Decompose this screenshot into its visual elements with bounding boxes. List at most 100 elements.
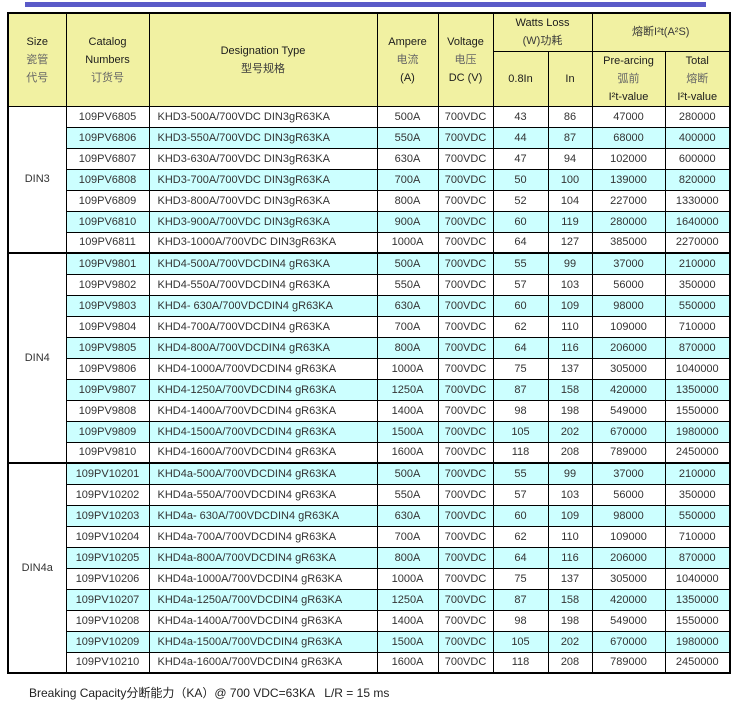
cell-total_i2t: 550000	[664, 504, 731, 527]
cell-voltage: 700VDC	[437, 231, 494, 254]
table-row: 109PV6809 KHD3-800A/700VDC DIN3gR63KA 800A…	[8, 189, 731, 212]
cell-prearcing_i2t: 109000	[591, 525, 666, 548]
cell-designation: KHD3-500A/700VDC DIN3gR63KA	[148, 105, 378, 128]
cell-catalog: 109PV9810	[65, 441, 150, 464]
cell-watts_0_8in: 47	[492, 147, 549, 170]
cell-voltage: 700VDC	[437, 609, 494, 632]
cell-total_i2t: 1980000	[664, 630, 731, 653]
cell-prearcing_i2t: 549000	[591, 399, 666, 422]
cell-ampere: 1250A	[376, 588, 439, 611]
cell-catalog: 109PV10209	[65, 630, 150, 653]
cell-ampere: 1500A	[376, 420, 439, 443]
cell-prearcing_i2t: 109000	[591, 315, 666, 338]
table-row: 109PV10205 KHD4a-800A/700VDCDIN4 gR63KA 80…	[8, 546, 731, 569]
table-row: 109PV10209 KHD4a-1500A/700VDCDIN4 gR63KA 1…	[8, 630, 731, 653]
cell-voltage: 700VDC	[437, 147, 494, 170]
table-row: 109PV10203 KHD4a- 630A/700VDCDIN4 gR63KA 6…	[8, 504, 731, 527]
cell-designation: KHD4-800A/700VDCDIN4 gR63KA	[148, 336, 378, 359]
cell-voltage: 700VDC	[437, 336, 494, 359]
cell-designation: KHD4a-1250A/700VDCDIN4 gR63KA	[148, 588, 378, 611]
size-group-cell: DIN4a	[7, 462, 67, 674]
cell-catalog: 109PV6806	[65, 126, 150, 149]
cell-designation: KHD4a-1400A/700VDCDIN4 gR63KA	[148, 609, 378, 632]
cell-voltage: 700VDC	[437, 420, 494, 443]
cell-prearcing_i2t: 206000	[591, 336, 666, 359]
cell-ampere: 550A	[376, 126, 439, 149]
col-header-designation-type: Designation Type 型号规格	[148, 12, 378, 107]
cell-voltage: 700VDC	[437, 483, 494, 506]
cell-watts_0_8in: 105	[492, 630, 549, 653]
cell-watts_in: 202	[547, 630, 593, 653]
cell-prearcing_i2t: 68000	[591, 126, 666, 149]
cell-watts_0_8in: 87	[492, 378, 549, 401]
cell-voltage: 700VDC	[437, 294, 494, 317]
cell-total_i2t: 280000	[664, 105, 731, 128]
cell-watts_in: 158	[547, 378, 593, 401]
top-divider-bar	[25, 2, 706, 7]
cell-prearcing_i2t: 385000	[591, 231, 666, 254]
cell-prearcing_i2t: 305000	[591, 567, 666, 590]
cell-catalog: 109PV6810	[65, 210, 150, 233]
cell-catalog: 109PV10210	[65, 651, 150, 674]
cell-prearcing_i2t: 420000	[591, 588, 666, 611]
col-header-size: Size 瓷管 代号	[7, 12, 67, 107]
cell-designation: KHD4-700A/700VDCDIN4 gR63KA	[148, 315, 378, 338]
cell-watts_0_8in: 75	[492, 357, 549, 380]
cell-total_i2t: 2450000	[664, 651, 731, 674]
cell-total_i2t: 1330000	[664, 189, 731, 212]
cell-catalog: 109PV10206	[65, 567, 150, 590]
cell-prearcing_i2t: 47000	[591, 105, 666, 128]
cell-voltage: 700VDC	[437, 126, 494, 149]
cell-prearcing_i2t: 670000	[591, 420, 666, 443]
cell-total_i2t: 1350000	[664, 378, 731, 401]
cell-watts_in: 119	[547, 210, 593, 233]
cell-ampere: 700A	[376, 168, 439, 191]
table-row: 109PV9806 KHD4-1000A/700VDCDIN4 gR63KA 100…	[8, 357, 731, 380]
cell-watts_in: 109	[547, 504, 593, 527]
cell-watts_in: 103	[547, 483, 593, 506]
cell-prearcing_i2t: 56000	[591, 273, 666, 296]
cell-watts_0_8in: 60	[492, 294, 549, 317]
cell-total_i2t: 1550000	[664, 399, 731, 422]
cell-watts_0_8in: 57	[492, 483, 549, 506]
cell-watts_in: 99	[547, 252, 593, 275]
cell-ampere: 500A	[376, 105, 439, 128]
cell-watts_in: 87	[547, 126, 593, 149]
cell-watts_in: 109	[547, 294, 593, 317]
table-row: DIN4a 109PV10201 KHD4a-500A/700VDCDIN4 gR6…	[7, 462, 731, 674]
cell-voltage: 700VDC	[437, 168, 494, 191]
cell-total_i2t: 710000	[664, 315, 731, 338]
cell-watts_0_8in: 55	[492, 252, 549, 275]
cell-watts_0_8in: 50	[492, 168, 549, 191]
cell-watts_0_8in: 44	[492, 126, 549, 149]
col-header-0.8in: 0.8In	[492, 50, 549, 107]
cell-prearcing_i2t: 789000	[591, 441, 666, 464]
cell-total_i2t: 1350000	[664, 588, 731, 611]
table-row: 109PV6808 KHD3-700A/700VDC DIN3gR63KA 700A…	[8, 168, 731, 191]
cell-designation: KHD4a- 630A/700VDCDIN4 gR63KA	[148, 504, 378, 527]
cell-catalog: 109PV6807	[65, 147, 150, 170]
cell-prearcing_i2t: 139000	[591, 168, 666, 191]
cell-watts_0_8in: 118	[492, 441, 549, 464]
cell-total_i2t: 2270000	[664, 231, 731, 254]
cell-prearcing_i2t: 102000	[591, 147, 666, 170]
cell-voltage: 700VDC	[437, 210, 494, 233]
cell-watts_in: 127	[547, 231, 593, 254]
cell-watts_0_8in: 98	[492, 609, 549, 632]
table-row: DIN3 109PV6805 KHD3-500A/700VDC DIN3gR63KA…	[7, 105, 731, 254]
cell-watts_in: 116	[547, 546, 593, 569]
cell-designation: KHD3-800A/700VDC DIN3gR63KA	[148, 189, 378, 212]
col-header-voltage: Voltage 电压 DC (V)	[437, 12, 494, 107]
cell-total_i2t: 550000	[664, 294, 731, 317]
cell-ampere: 1400A	[376, 399, 439, 422]
cell-prearcing_i2t: 420000	[591, 378, 666, 401]
cell-prearcing_i2t: 789000	[591, 651, 666, 674]
cell-watts_in: 103	[547, 273, 593, 296]
cell-catalog: 109PV9807	[65, 378, 150, 401]
cell-total_i2t: 820000	[664, 168, 731, 191]
cell-ampere: 550A	[376, 483, 439, 506]
cell-watts_in: 198	[547, 399, 593, 422]
cell-catalog: 109PV9808	[65, 399, 150, 422]
cell-catalog: 109PV10201	[65, 462, 150, 485]
cell-ampere: 1600A	[376, 651, 439, 674]
